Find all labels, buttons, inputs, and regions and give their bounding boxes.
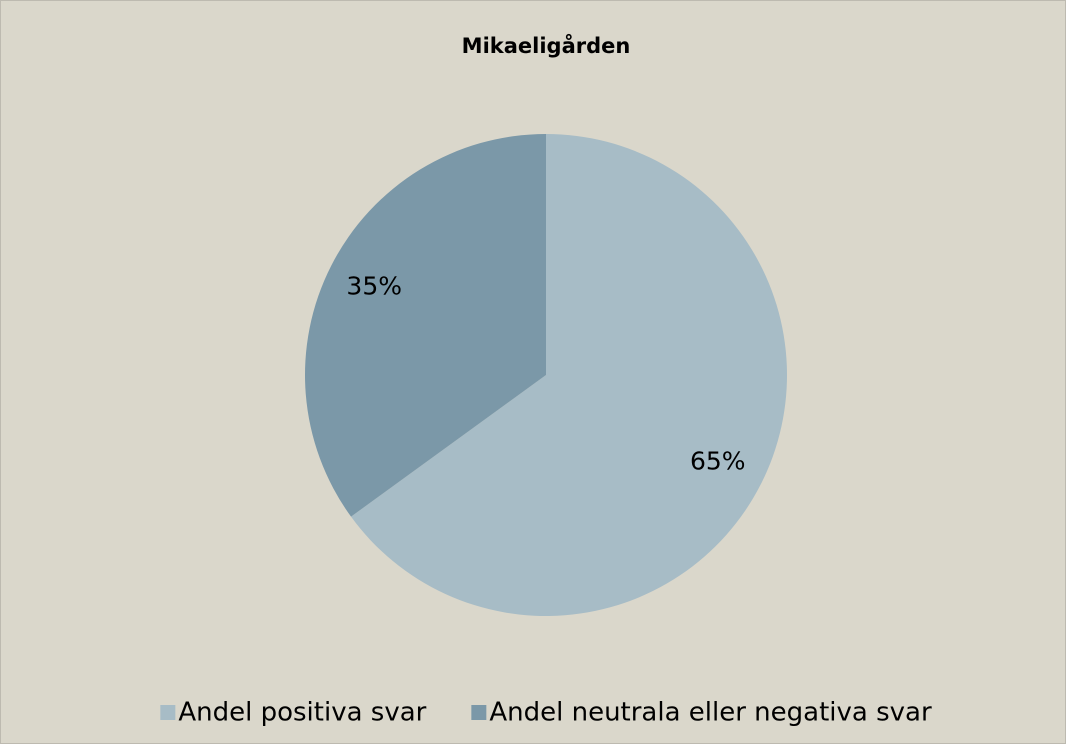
legend-swatch bbox=[471, 705, 487, 720]
chart-title: Mikaeligården bbox=[462, 33, 631, 58]
legend-label: Andel positiva svar bbox=[178, 698, 426, 728]
data-label: 65% bbox=[690, 447, 746, 476]
pie-slice bbox=[351, 134, 787, 616]
legend-swatch bbox=[160, 705, 176, 720]
data-label: 35% bbox=[346, 271, 402, 300]
legend-label: Andel neutrala eller negativa svar bbox=[489, 698, 932, 728]
pie-slice bbox=[305, 134, 546, 517]
